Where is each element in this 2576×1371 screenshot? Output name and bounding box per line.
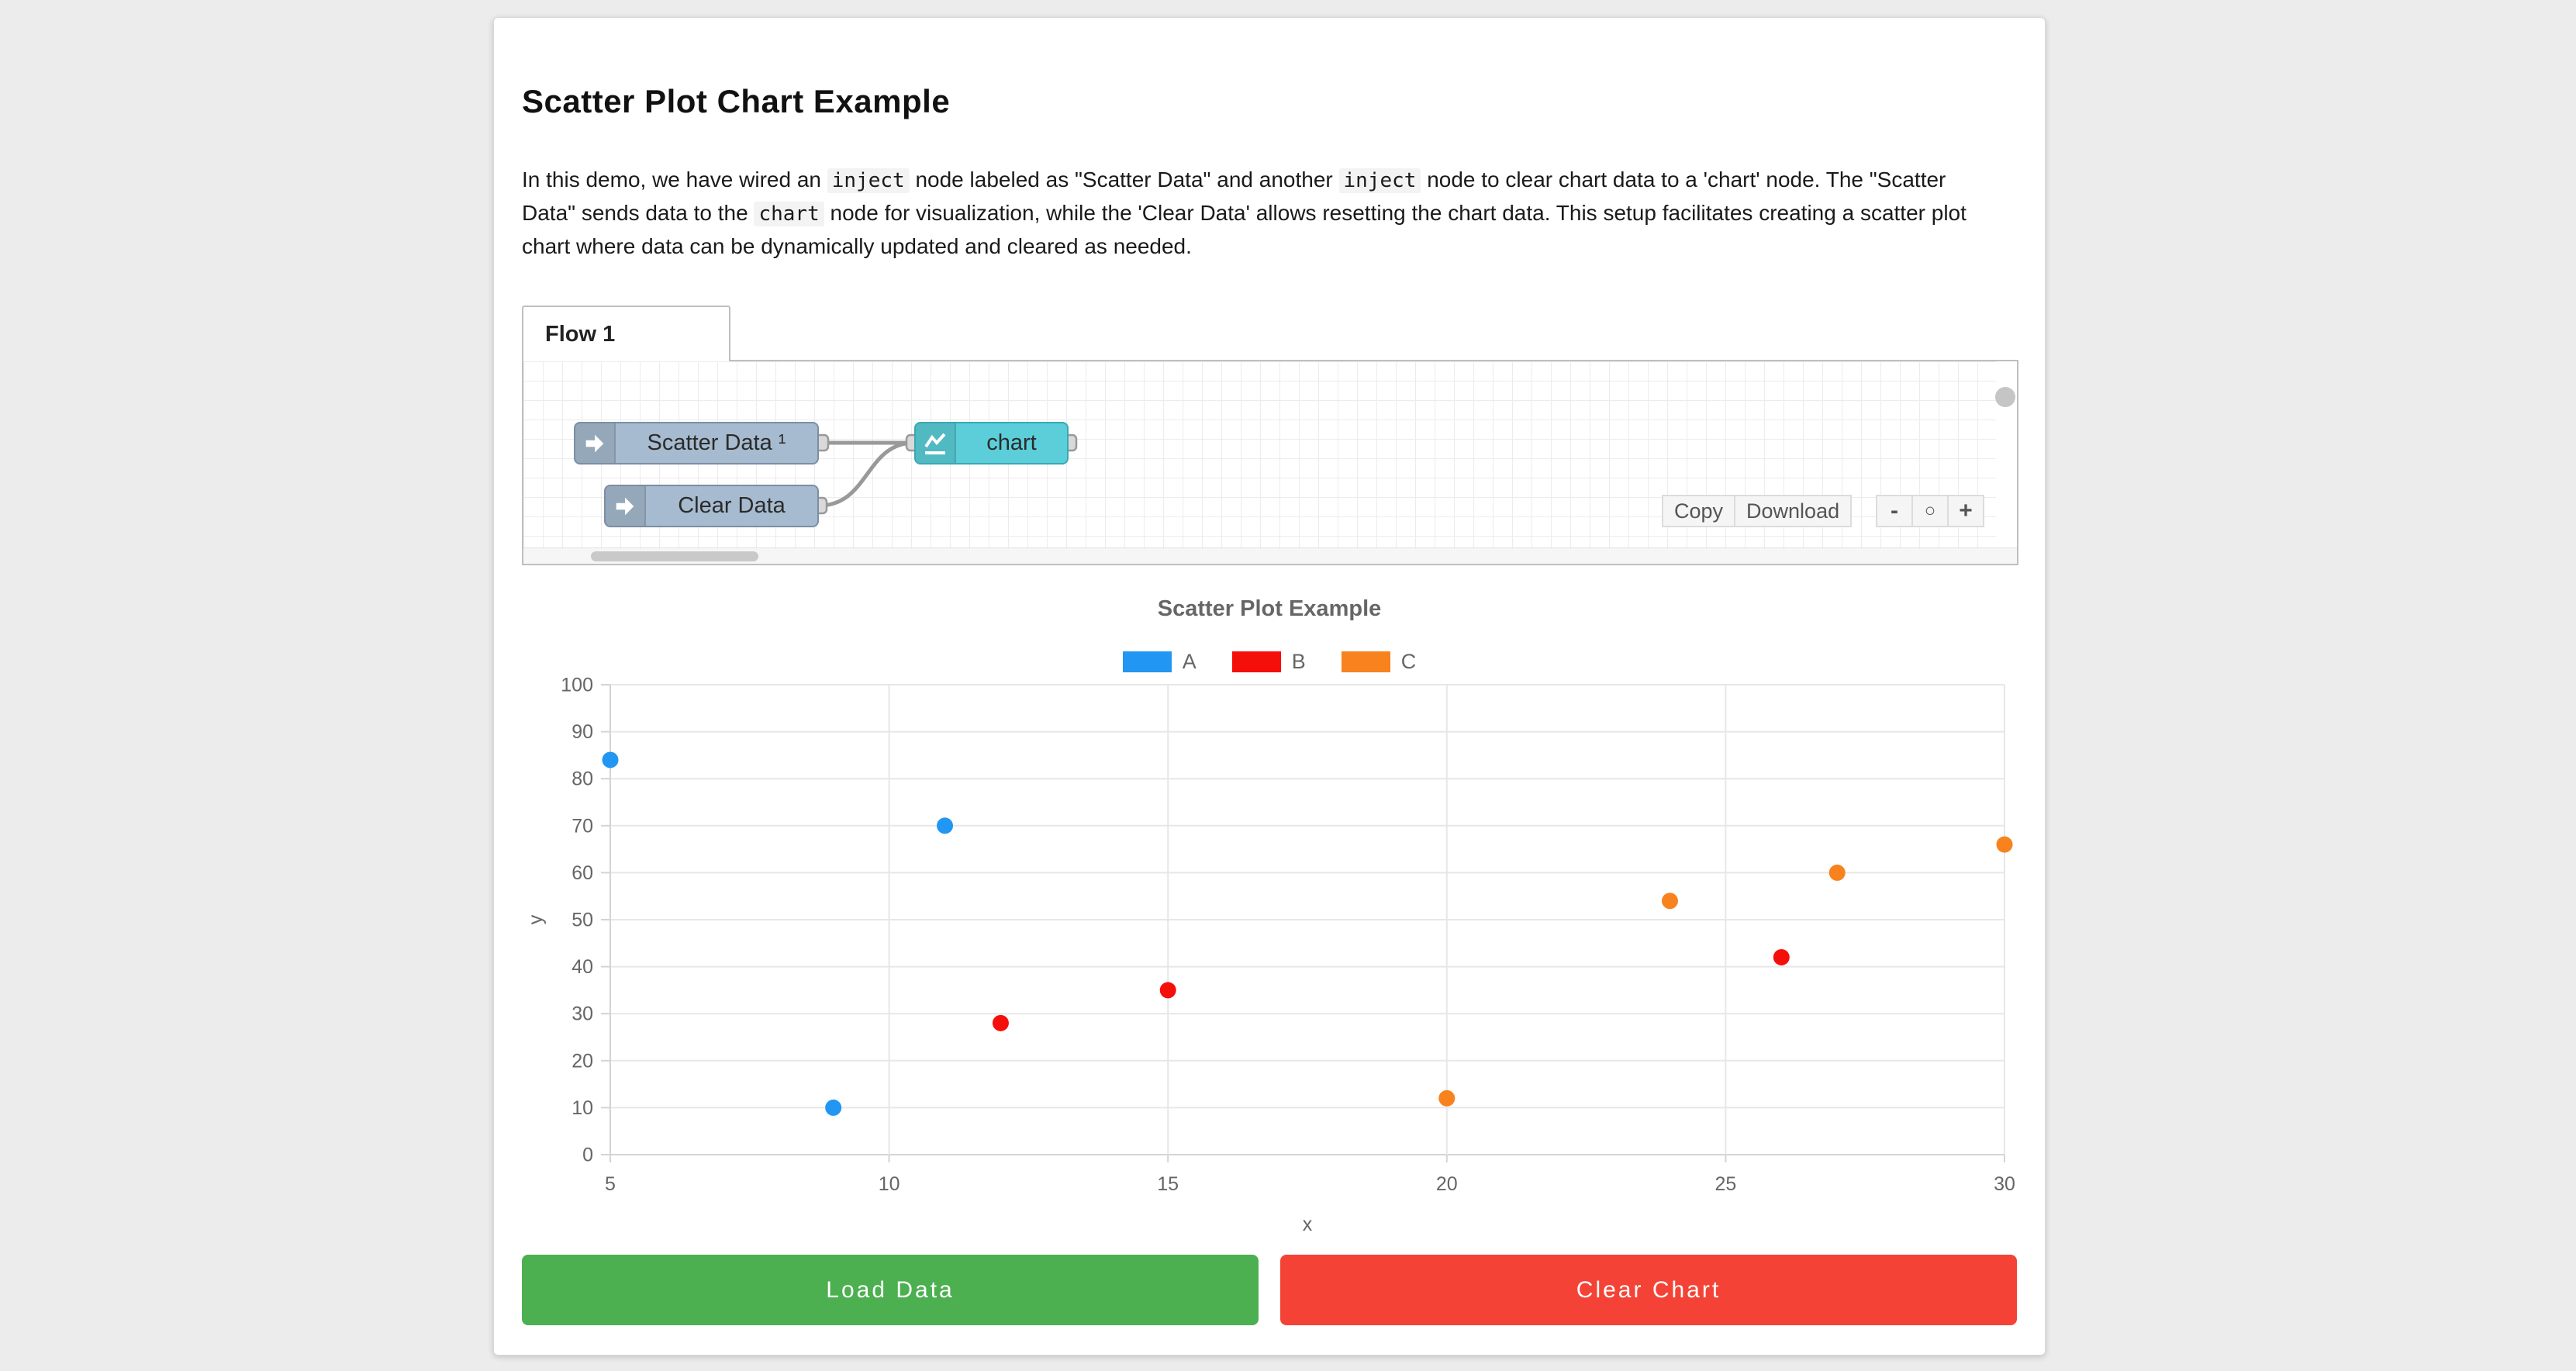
y-tick-label: 80 xyxy=(571,768,593,790)
x-axis-title: x xyxy=(1303,1214,1313,1231)
scatter-point-a xyxy=(602,751,619,768)
inline-code: chart xyxy=(754,202,824,226)
y-tick-label: 30 xyxy=(571,1003,593,1025)
flow-tab[interactable]: Flow 1 xyxy=(522,306,730,361)
demo-card: Scatter Plot Chart Example In this demo,… xyxy=(493,17,2046,1355)
y-tick-label: 100 xyxy=(561,675,593,696)
x-tick-label: 10 xyxy=(879,1173,900,1195)
inline-code: inject xyxy=(1338,168,1421,193)
chart-legend: A B C xyxy=(522,650,2017,674)
horizontal-scrollbar-thumb[interactable] xyxy=(591,551,758,561)
x-tick-label: 5 xyxy=(605,1173,616,1195)
y-tick-label: 40 xyxy=(571,956,593,978)
y-tick-label: 90 xyxy=(571,721,593,743)
legend-item-c[interactable]: C xyxy=(1341,650,1417,674)
y-axis-title: y xyxy=(525,914,547,924)
description-text: node to clear chart data to a 'chart' no… xyxy=(522,167,1946,225)
scatter-point-c xyxy=(1438,1090,1455,1107)
description-text: node labeled as "Scatter Data" and anoth… xyxy=(909,167,1339,192)
load-data-button[interactable]: Load Data xyxy=(522,1255,1259,1325)
y-tick-label: 0 xyxy=(582,1145,593,1166)
scatter-point-b xyxy=(1773,948,1790,965)
clear-chart-button[interactable]: Clear Chart xyxy=(1280,1255,2017,1325)
action-buttons: Load Data Clear Chart xyxy=(522,1255,2017,1325)
node-label: Scatter Data ¹ xyxy=(647,430,786,455)
x-tick-label: 15 xyxy=(1157,1173,1179,1195)
scatter-point-c xyxy=(1661,893,1678,910)
flow-node-clear-data[interactable]: Clear Data xyxy=(604,485,819,527)
flow-canvas[interactable]: Scatter Data ¹ Clear Data chart Copy Dow… xyxy=(522,360,2018,565)
legend-swatch xyxy=(1341,651,1390,672)
y-tick-label: 70 xyxy=(571,815,593,837)
scatter-point-a xyxy=(825,1099,842,1116)
canvas-toolbar: Copy Download xyxy=(1662,495,1853,527)
description-text: node for visualization, while the 'Clear… xyxy=(522,201,1967,258)
demo-description: In this demo, we have wired an inject no… xyxy=(522,164,2003,262)
scatter-point-c xyxy=(1828,864,1846,881)
legend-swatch xyxy=(1122,651,1172,672)
zoom-in-button[interactable]: + xyxy=(1947,495,1984,527)
legend-item-a[interactable]: A xyxy=(1122,650,1196,674)
y-tick-label: 10 xyxy=(571,1097,593,1119)
y-tick-label: 60 xyxy=(571,862,593,884)
horizontal-scrollbar-track xyxy=(523,547,2017,564)
scatter-point-c xyxy=(1996,836,2013,853)
chart-title: Scatter Plot Example xyxy=(1157,596,1382,621)
flow-node-scatter-data[interactable]: Scatter Data ¹ xyxy=(574,422,819,464)
legend-swatch xyxy=(1231,651,1281,672)
page-title: Scatter Plot Chart Example xyxy=(522,83,951,119)
y-tick-label: 20 xyxy=(571,1050,593,1072)
flow-tab-label: Flow 1 xyxy=(545,321,616,347)
zoom-reset-button[interactable]: ○ xyxy=(1911,495,1949,527)
legend-label: B xyxy=(1291,650,1306,673)
scatter-point-b xyxy=(1159,982,1176,999)
copy-button[interactable]: Copy xyxy=(1662,495,1736,527)
legend-label: A xyxy=(1182,650,1196,673)
inline-code: inject xyxy=(827,168,910,193)
node-label: chart xyxy=(986,430,1037,455)
x-tick-label: 25 xyxy=(1714,1173,1736,1195)
legend-label: C xyxy=(1400,650,1417,673)
vertical-scrollbar-thumb[interactable] xyxy=(1995,387,2015,407)
zoom-out-button[interactable]: - xyxy=(1876,495,1913,527)
legend-item-b[interactable]: B xyxy=(1231,650,1306,674)
scatter-point-b xyxy=(992,1014,1009,1031)
inject-icon xyxy=(606,486,646,526)
line-chart-icon xyxy=(916,423,956,463)
node-label: Clear Data xyxy=(678,493,786,518)
description-text: In this demo, we have wired an xyxy=(522,167,827,192)
x-tick-label: 20 xyxy=(1436,1173,1458,1195)
zoom-controls: - ○ + xyxy=(1876,495,1984,527)
y-tick-label: 50 xyxy=(571,910,593,931)
x-tick-label: 30 xyxy=(1994,1173,2015,1195)
inject-icon xyxy=(575,423,616,463)
download-button[interactable]: Download xyxy=(1734,495,1853,527)
scatter-point-a xyxy=(937,817,954,834)
scatter-plot: 0 10 20 30 40 50 60 70 80 90 100 5 10 15 20 25 30 x y xyxy=(525,675,2015,1231)
flow-node-chart[interactable]: chart xyxy=(914,422,1069,464)
